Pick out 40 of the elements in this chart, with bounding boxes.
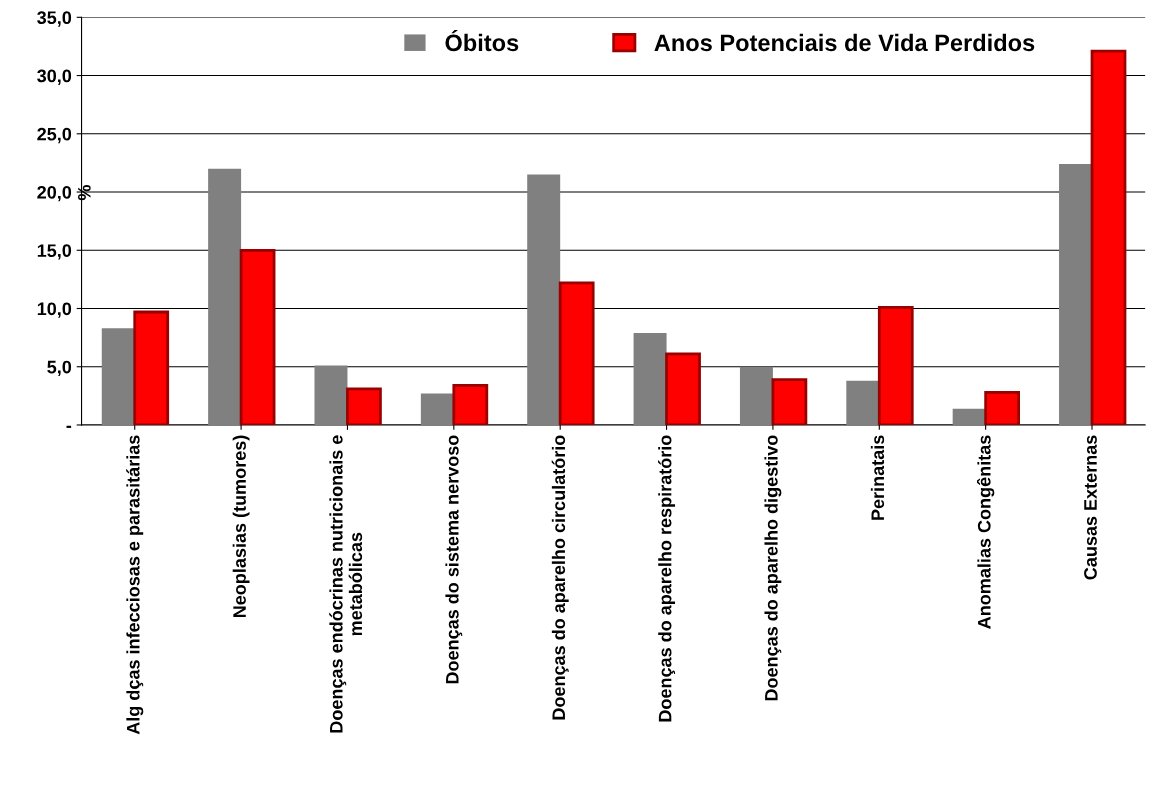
bar	[558, 281, 595, 425]
bar	[239, 248, 276, 425]
bar	[846, 380, 880, 425]
bar	[633, 332, 667, 425]
bar	[984, 390, 1021, 425]
bar	[314, 365, 348, 425]
y-tick-label: 30,0	[37, 69, 72, 85]
bar	[952, 408, 986, 425]
x-tick-label: Neoplasias (tumores)	[232, 435, 250, 618]
legend-label: Anos Potenciais de Vida Perdidos	[654, 33, 1035, 52]
y-tick-label: -	[66, 425, 72, 428]
bar	[101, 328, 135, 425]
bar	[1090, 49, 1127, 425]
x-tick-label: Doenças do aparelho respiratório	[658, 435, 676, 722]
bar	[452, 383, 489, 425]
bar	[1059, 164, 1093, 425]
x-tick-label: Causas Externas	[1084, 435, 1097, 580]
x-tick-label: Alg dças infecciosas e parasitárias	[126, 435, 144, 735]
x-tick-label: Perinatais	[870, 435, 885, 520]
bar	[133, 310, 170, 425]
bar	[665, 352, 701, 425]
bar	[877, 305, 914, 425]
x-tick-label: Anomalias Congênitas	[977, 435, 995, 629]
y-tick-label: 10,0	[37, 302, 72, 318]
bar	[739, 366, 773, 425]
x-tick-label: Doenças do aparelho circulatório	[551, 435, 569, 720]
y-tick-label: 35,0	[37, 11, 72, 27]
y-tick-label: 5,0	[47, 360, 72, 377]
x-tick-label: Doenças do sistema nervoso	[445, 435, 463, 684]
x-tick-label: Doenças do aparelho digestivo	[764, 435, 782, 701]
bar	[527, 174, 561, 425]
x-tick-label: Doenças endócrinas nutricionais e metabólicas	[329, 435, 363, 733]
bar	[208, 168, 242, 425]
bar	[420, 393, 454, 425]
y-tick-label: 15,0	[37, 244, 72, 260]
y-tick-label: 20,0	[37, 185, 72, 202]
y-tick-label: 25,0	[37, 127, 72, 144]
bar	[771, 378, 808, 425]
legend-label: Óbitos	[445, 30, 519, 52]
bar	[346, 387, 382, 425]
